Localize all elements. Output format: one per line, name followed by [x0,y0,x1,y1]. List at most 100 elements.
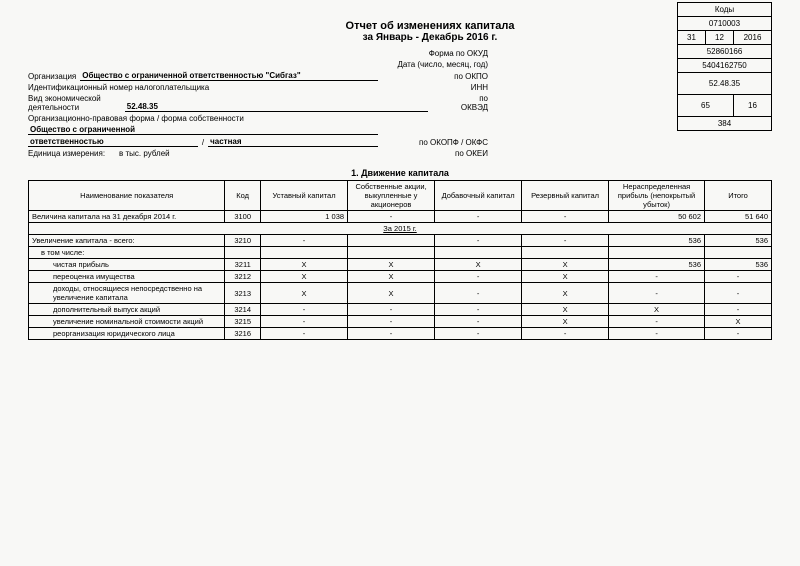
col-c1: Уставный капитал [261,181,348,211]
label-unit: Единица измерения: [28,149,109,158]
table-row: увеличение номинальной стоимости акций32… [29,316,772,328]
table-row: Увеличение капитала - всего:3210---53653… [29,235,772,247]
table-row: в том числе: [29,247,772,259]
cell: 536 [609,259,705,271]
cell: - [435,328,522,340]
cell: - [705,304,772,316]
label-okopf: по ОКОПФ / ОКФС [378,138,488,147]
col-c5: Нераспределенная прибыль (непокрытый убы… [609,181,705,211]
cell: 1 038 [261,211,348,223]
cell: 3214 [225,304,261,316]
cell: - [435,211,522,223]
cell: X [609,304,705,316]
cell: - [435,235,522,247]
section1-title: 1. Движение капитала [28,168,772,178]
col-c6: Итого [705,181,772,211]
cell: X [435,259,522,271]
cell: 536 [705,235,772,247]
codes-header: Коды [678,3,772,17]
cell: 536 [609,235,705,247]
cell: X [261,259,348,271]
cell: X [522,271,609,283]
cell: - [705,328,772,340]
cell [348,235,435,247]
code-okved: 52.48.35 [678,73,772,95]
cell: - [609,271,705,283]
label-date: Дата (число, месяц, год) [348,60,488,69]
label-org: Организация [28,72,80,81]
row-name: Увеличение капитала - всего: [29,235,225,247]
cell: - [435,316,522,328]
cell: - [348,316,435,328]
cell: - [348,328,435,340]
cell: 3216 [225,328,261,340]
code-date-y: 2016 [734,31,772,45]
org-name: Общество с ограниченной ответственностью… [80,71,378,81]
cell: X [348,283,435,304]
label-inn-r: ИНН [378,83,488,92]
cell: - [705,271,772,283]
label-inn: Идентификационный номер налогоплательщик… [28,83,213,92]
cell: X [261,271,348,283]
table-row: чистая прибыль3211XXXX536536 [29,259,772,271]
cell: 50 602 [609,211,705,223]
code-date-m: 12 [706,31,734,45]
row-name: переоценка имущества [29,271,225,283]
cell: - [705,283,772,304]
cell: 3100 [225,211,261,223]
label-legal-form: Организационно-правовая форма / форма со… [28,114,248,123]
cell: - [261,328,348,340]
col-code: Код [225,181,261,211]
cell: 3212 [225,271,261,283]
cell: - [348,211,435,223]
col-c2: Собственные акции, выкупленные у акционе… [348,181,435,211]
table-row: Величина капитала на 31 декабря 2014 г.3… [29,211,772,223]
col-c4: Резервный капитал [522,181,609,211]
cell: - [522,328,609,340]
legal-form-3: частная [210,137,241,146]
label-okud: Форма по ОКУД [378,49,488,58]
cell: - [261,316,348,328]
code-okpo: 52860166 [678,45,772,59]
row-name: реорганизация юридического лица [29,328,225,340]
cell: X [522,304,609,316]
cell: - [522,235,609,247]
unit-val: в тыс. рублей [109,149,174,158]
cell: 3215 [225,316,261,328]
label-okved: по ОКВЭД [428,94,488,112]
row-name: Величина капитала на 31 декабря 2014 г. [29,211,225,223]
label-activity: Вид экономической деятельности [28,94,105,112]
cell: - [609,316,705,328]
cell: - [435,271,522,283]
cell: 3211 [225,259,261,271]
cell: - [261,235,348,247]
row-name: чистая прибыль [29,259,225,271]
cell: X [348,271,435,283]
cell: - [609,283,705,304]
table-row: дополнительный выпуск акций3214---XX- [29,304,772,316]
activity-val: 52.48.35 [125,102,428,112]
col-name: Наименование показателя [29,181,225,211]
cell: 3210 [225,235,261,247]
legal-form-1: Общество с ограниченной [30,125,135,134]
row-name: увеличение номинальной стоимости акций [29,316,225,328]
capital-table: Наименование показателя Код Уставный кап… [28,180,772,340]
cell: - [261,304,348,316]
cell: X [348,259,435,271]
cell: 51 640 [705,211,772,223]
legal-form-2: ответственностью [30,137,104,146]
cell: X [705,316,772,328]
table-row: доходы, относящиеся непосредственно на у… [29,283,772,304]
row-group-header: За 2015 г. [29,223,772,235]
code-okopf: 65 [678,95,734,117]
code-date-d: 31 [678,31,706,45]
table-row: реорганизация юридического лица3216-----… [29,328,772,340]
codes-box: Коды 0710003 31 12 2016 52860166 5404162… [677,2,772,131]
cell: X [522,283,609,304]
cell: X [522,316,609,328]
code-okud: 0710003 [678,17,772,31]
row-name: доходы, относящиеся непосредственно на у… [29,283,225,304]
cell: 536 [705,259,772,271]
report-period: за Январь - Декабрь 2016 г. [88,32,772,43]
cell: X [522,259,609,271]
